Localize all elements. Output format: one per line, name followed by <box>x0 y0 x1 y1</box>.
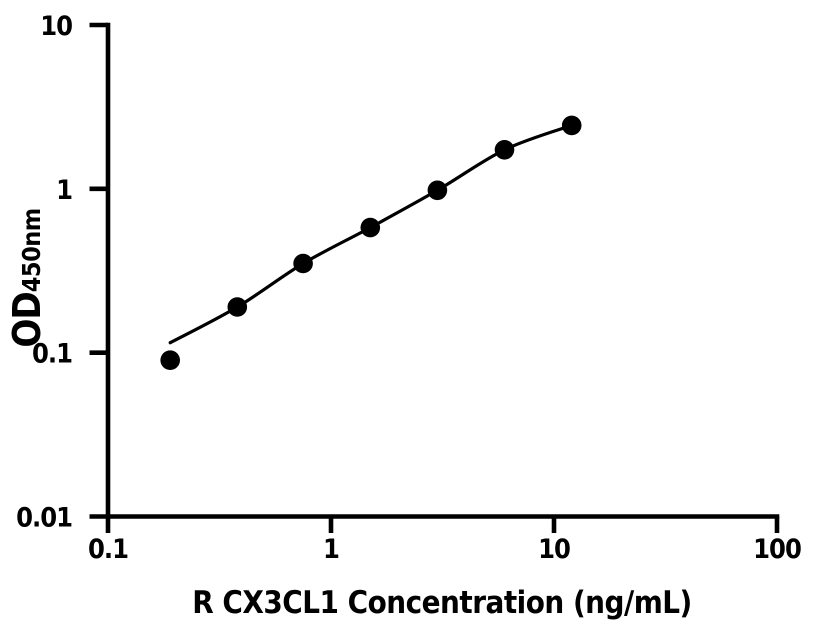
data-point <box>561 115 582 136</box>
x-tick-label: 0.1 <box>88 534 128 565</box>
tick-labels: 0.01 0.1 1 10 0.1 1 10 100 <box>16 11 802 565</box>
y-axis-title-subscript: 450nm <box>17 208 46 292</box>
data-point <box>360 217 381 238</box>
data-point <box>227 297 248 317</box>
data-point <box>427 180 448 201</box>
y-tick-label: 1 <box>56 175 72 206</box>
y-axis-title-main: OD <box>5 292 49 347</box>
axes <box>105 22 780 519</box>
y-tick-label: 10 <box>40 11 72 42</box>
x-tick-label: 10 <box>538 534 570 565</box>
x-tick-label: 100 <box>753 534 801 565</box>
data-points <box>160 115 582 371</box>
x-tick-label: 1 <box>323 534 339 565</box>
x-axis-title: R CX3CL1 Concentration (ng/mL) <box>192 585 692 621</box>
data-point <box>160 350 180 371</box>
data-point <box>494 140 515 160</box>
data-point <box>293 253 313 274</box>
axis-ticks <box>89 22 780 533</box>
y-tick-label: 0.01 <box>16 503 72 534</box>
y-axis-title: OD450nm <box>5 208 49 347</box>
y-tick-label: 0.1 <box>32 339 72 370</box>
